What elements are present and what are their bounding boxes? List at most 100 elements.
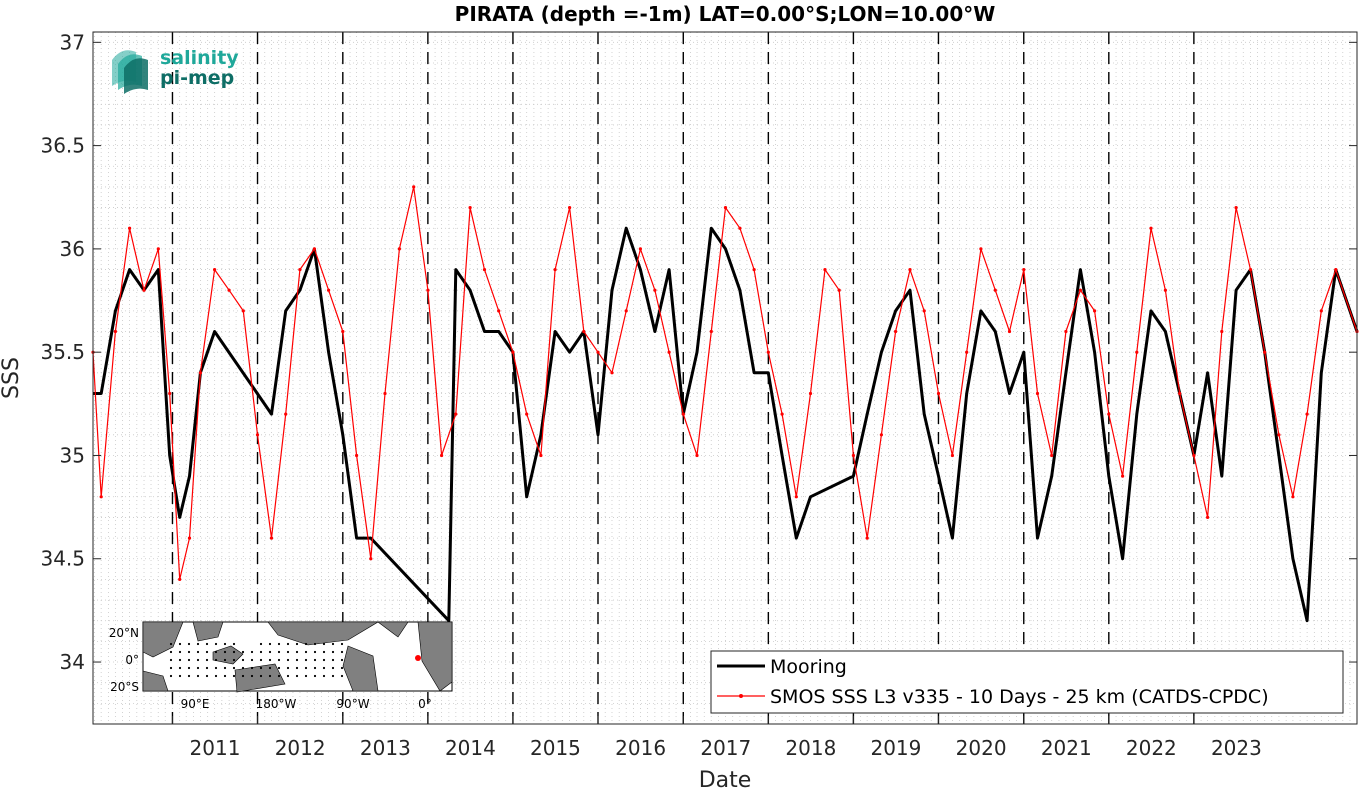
smos-data-point (440, 453, 444, 458)
mooring-dot (304, 650, 308, 654)
mooring-dot (295, 658, 299, 662)
map-lon-label: 0° (418, 697, 432, 711)
smos-data-point (808, 391, 813, 396)
mooring-dot (286, 666, 290, 670)
mooring-dot (214, 658, 218, 662)
map-lon-label: 90°E (181, 697, 210, 711)
smos-data-point (426, 288, 430, 292)
smos-data-point (128, 226, 132, 230)
mooring-dot (259, 642, 263, 646)
mooring-dot (196, 650, 200, 654)
smos-data-point (979, 247, 983, 251)
mooring-dot (295, 674, 299, 678)
axes-frame (92, 31, 1358, 725)
mooring-dot (340, 658, 344, 662)
mooring-dot (196, 658, 200, 662)
x-tick-label: 2011 (190, 736, 241, 760)
smos-data-point (1305, 412, 1309, 416)
mooring-dot (250, 650, 254, 654)
mooring-dot (187, 658, 191, 662)
land-mass (267, 621, 380, 646)
smos-data-point (156, 247, 160, 251)
smos-data-point (993, 288, 997, 292)
smos-data-point (1064, 329, 1068, 334)
mooring-dot (331, 650, 335, 654)
logo-wave-icon (124, 58, 148, 94)
smos-data-point (1248, 268, 1253, 272)
smos-data-point (709, 329, 713, 334)
mooring-dot (187, 650, 191, 654)
smos-data-point (1319, 309, 1323, 313)
smos-data-point (681, 412, 685, 416)
mooring-dot (322, 650, 326, 654)
mooring-dot (268, 658, 272, 662)
smos-data-point (794, 495, 798, 499)
mooring-dot (331, 666, 335, 670)
mooring-dot (268, 650, 272, 654)
smos-data-point (1291, 495, 1295, 499)
mooring-dot (259, 650, 263, 654)
mooring-dot (196, 666, 200, 670)
smos-data-point (284, 412, 288, 416)
smos-data-point (298, 268, 302, 272)
smos-data-point (936, 391, 941, 396)
mooring-dot (205, 666, 209, 670)
smos-data-point (178, 577, 182, 582)
smos-data-point (695, 453, 699, 458)
y-tick-label: 34.5 (40, 547, 85, 571)
map-lat-label: 0° (125, 653, 139, 667)
x-tick-label: 2018 (785, 736, 836, 760)
mooring-dot (331, 658, 335, 662)
mooring-dot (169, 674, 173, 678)
mooring-dot (178, 674, 182, 678)
smos-data-point (327, 288, 331, 292)
mooring-dot (304, 658, 308, 662)
smos-data-point (738, 226, 742, 230)
mooring-dot (178, 658, 182, 662)
smos-data-point (255, 433, 260, 437)
smos-data-point (397, 247, 401, 251)
mooring-dot (232, 666, 236, 670)
mooring-dot (223, 674, 227, 678)
mooring-dot (340, 650, 344, 654)
land-mass (142, 670, 169, 692)
x-tick-label: 2012 (275, 736, 326, 760)
smos-data-point (468, 206, 472, 210)
y-tick-label: 35.5 (40, 340, 85, 364)
smos-data-point (198, 371, 202, 375)
smos-data-point (965, 350, 969, 354)
mooring-dot (295, 666, 299, 670)
smos-data-point (1192, 453, 1196, 458)
mooring-dot (313, 642, 317, 646)
mooring-dot (277, 674, 281, 678)
smos-data-point (638, 247, 643, 251)
mooring-dot (286, 674, 290, 678)
smos-data-point (341, 329, 345, 334)
smos-data-point (1078, 288, 1082, 292)
mooring-dot (268, 666, 272, 670)
smos-data-point (539, 453, 543, 458)
mooring-dot (277, 642, 281, 646)
mooring-dot (322, 658, 326, 662)
smos-data-point (1263, 350, 1267, 354)
smos-data-point (837, 288, 841, 292)
plot-area (93, 32, 1357, 724)
land-mass (417, 621, 453, 692)
mooring-dot (214, 642, 218, 646)
mooring-dot (187, 642, 191, 646)
smos-data-point (879, 433, 884, 437)
smos-data-point (355, 453, 359, 458)
mooring-dot (304, 666, 308, 670)
mooring-dot (322, 666, 326, 670)
mooring-dot (295, 642, 299, 646)
smos-data-point (1234, 206, 1238, 210)
smos-data-point (568, 206, 572, 210)
mooring-dot (187, 674, 191, 678)
x-tick-label: 2020 (956, 736, 1007, 760)
x-tick-label: 2019 (870, 736, 921, 760)
logo-line1: salinity (160, 47, 239, 69)
legend-box (710, 650, 1344, 714)
mooring-dot (286, 658, 290, 662)
mooring-dot (277, 666, 281, 670)
smos-data-point (723, 206, 728, 210)
